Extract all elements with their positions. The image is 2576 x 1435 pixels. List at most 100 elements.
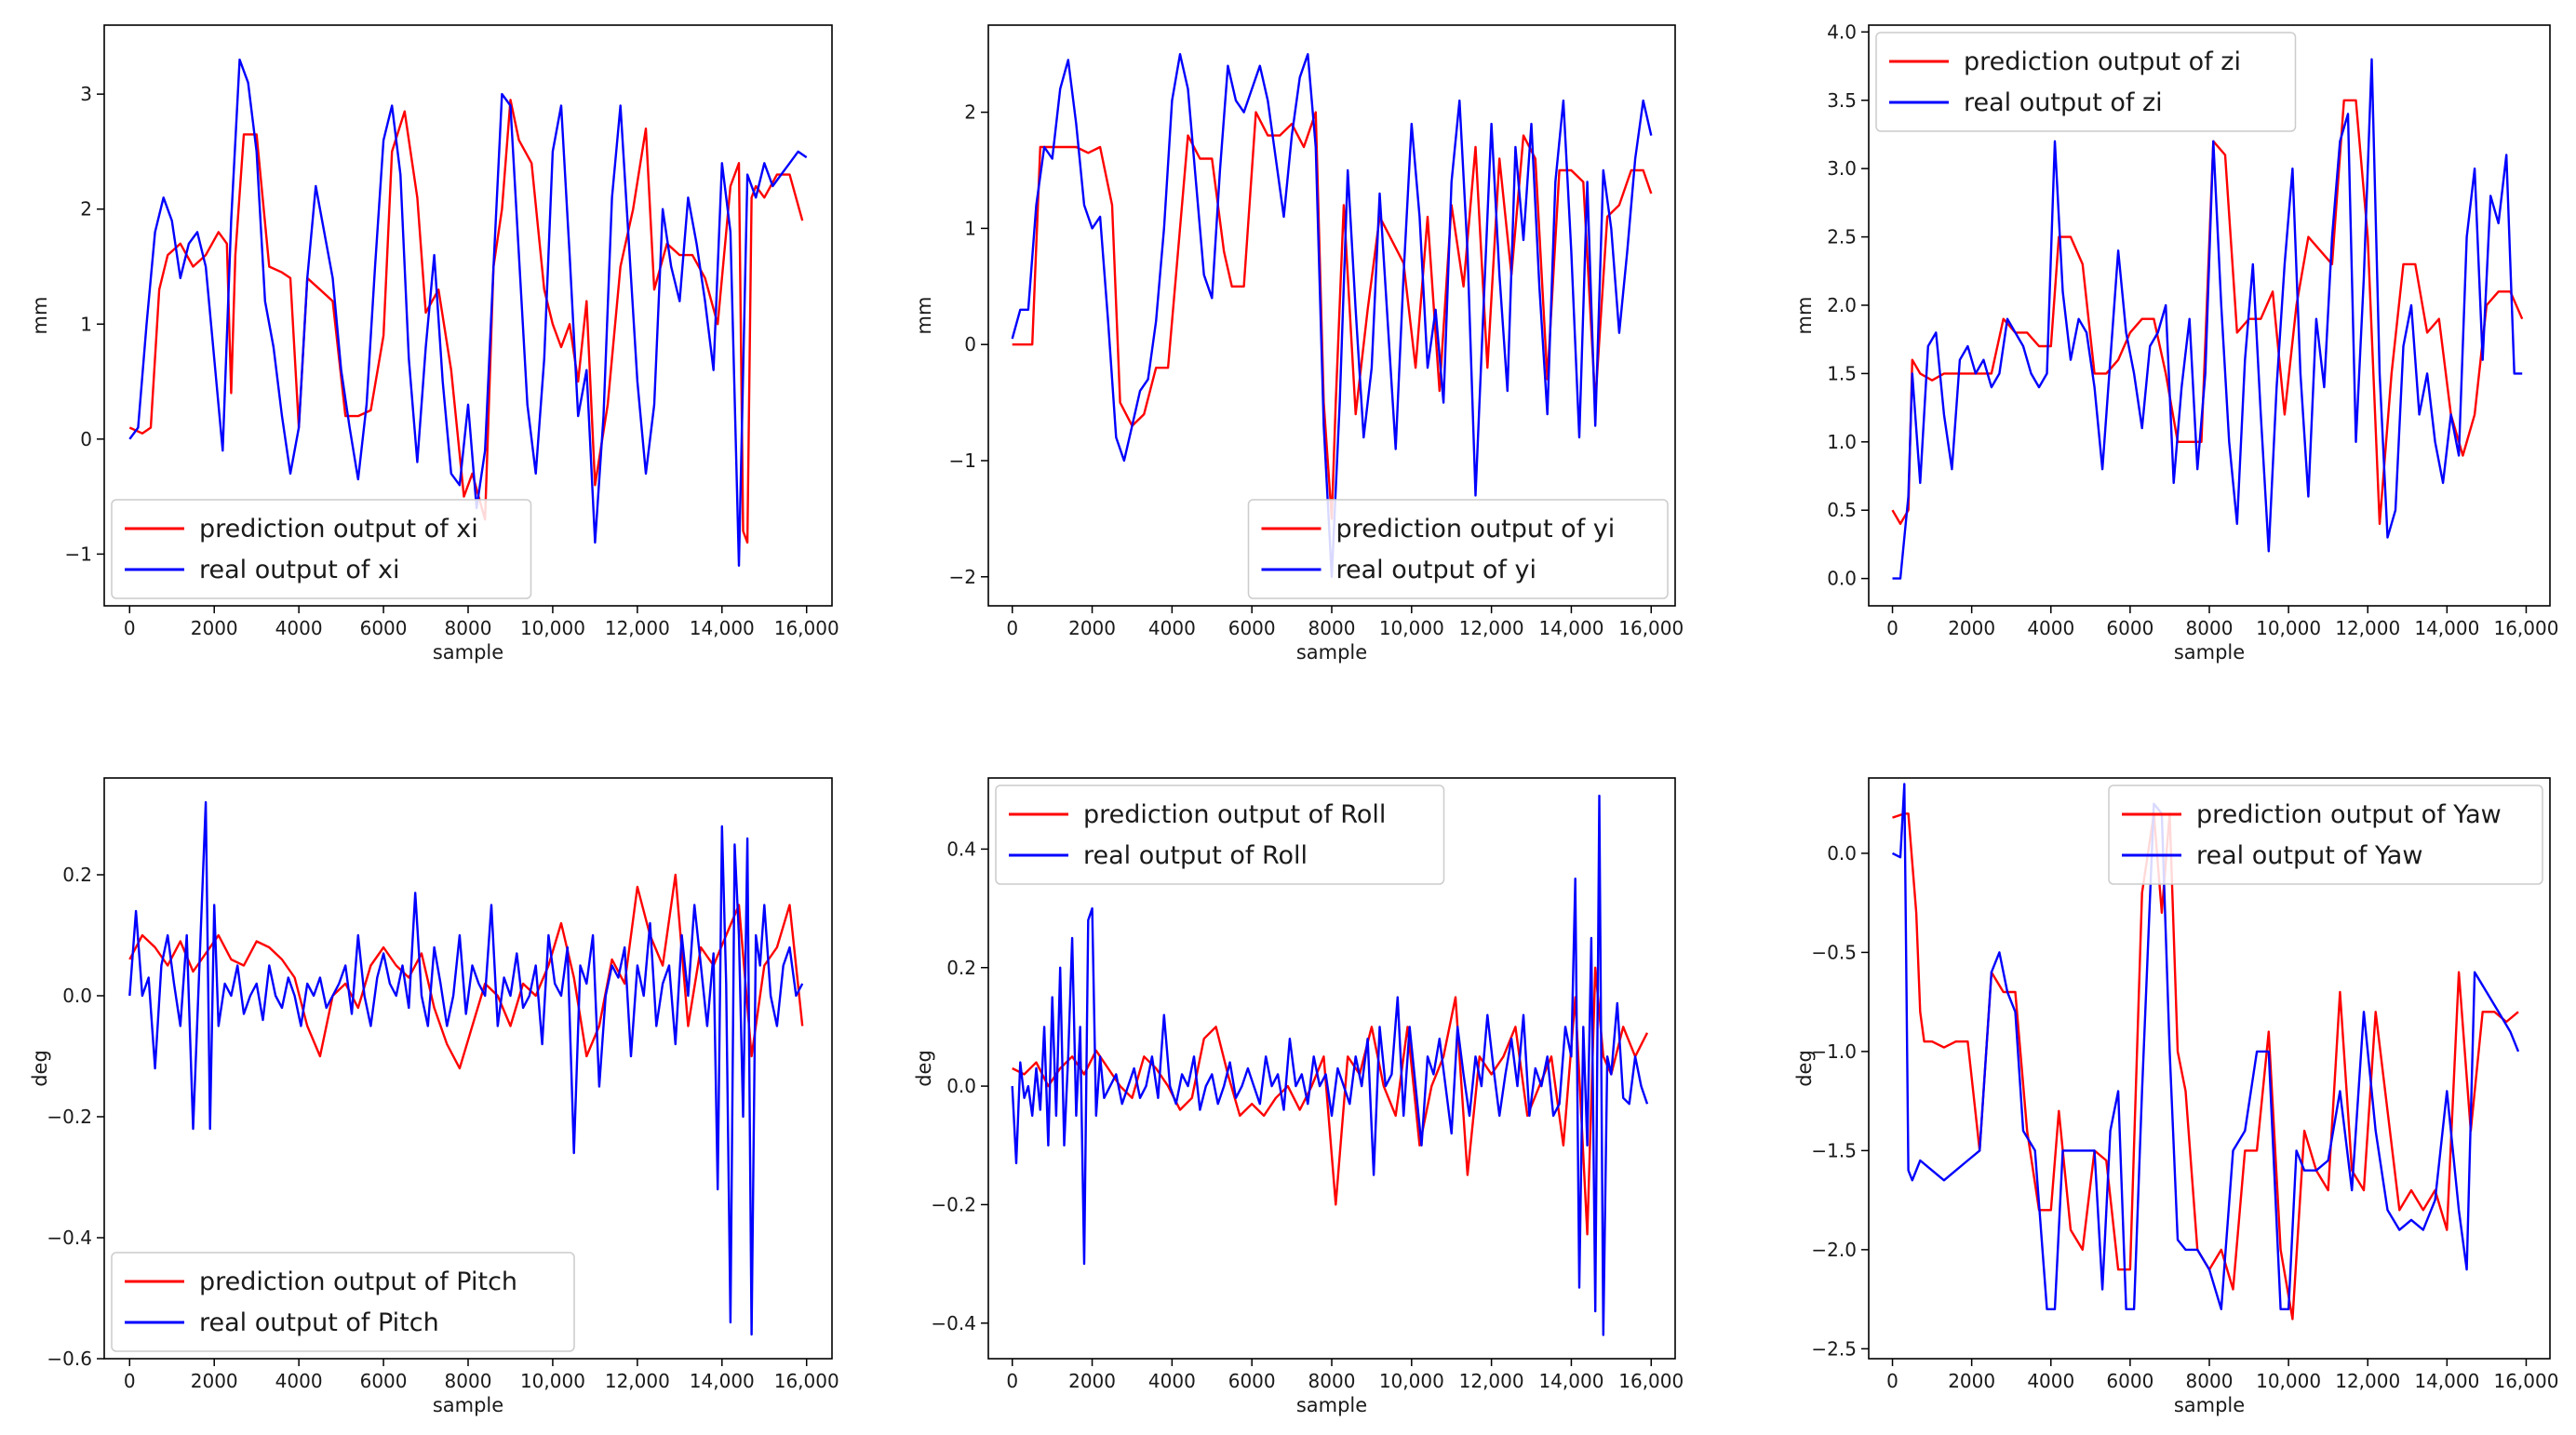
- y-tick-label: −1: [949, 449, 976, 472]
- x-tick-label: 6000: [1228, 617, 1276, 639]
- x-tick-label: 10,000: [2256, 617, 2321, 639]
- prediction-series-line: [1012, 111, 1653, 520]
- x-tick-label: 16,000: [774, 617, 839, 639]
- x-tick-label: 6000: [2106, 1370, 2153, 1392]
- legend: prediction output of Roll real output of …: [995, 785, 1445, 885]
- x-tick-label: 6000: [360, 617, 408, 639]
- x-tick-label: 4000: [1148, 1370, 1196, 1392]
- legend: prediction output of zi real output of zi: [1875, 32, 2297, 132]
- chart-panel-5: 0 2000 4000 6000 8000 10,000 12,000 14,000 16,00…: [913, 777, 1684, 1416]
- y-tick-label: −0.5: [1811, 941, 1857, 963]
- y-axis-label: mm: [913, 297, 935, 335]
- real-series-line: [1011, 794, 1649, 1336]
- legend-label: real output of xi: [199, 556, 399, 584]
- y-tick-label: 4.0: [1827, 20, 1857, 43]
- y-tick-label: 0: [964, 333, 976, 355]
- plot-frame: [987, 777, 1676, 1360]
- x-tick-label: 16,000: [2493, 1370, 2558, 1392]
- y-tick-label: −0.4: [931, 1312, 976, 1334]
- y-tick-label: 2.5: [1827, 226, 1857, 248]
- y-tick-label: 2: [964, 101, 976, 124]
- x-tick-label: 4000: [2027, 1370, 2074, 1392]
- y-tick-label: −0.2: [47, 1106, 92, 1128]
- series-group: [128, 58, 808, 567]
- x-tick-label: 0: [1006, 1370, 1018, 1392]
- legend: prediction output of xi real output of xi: [111, 499, 532, 599]
- x-axis-label: sample: [1296, 1394, 1367, 1416]
- y-tick-label: 2: [80, 198, 92, 221]
- chart-panel-3: 0 2000 4000 6000 8000 10,000 12,000 14,000 16,00…: [1793, 20, 2558, 664]
- x-tick-label: 14,000: [2414, 1370, 2479, 1392]
- y-axis-label: deg: [29, 1050, 51, 1087]
- x-tick-label: 12,000: [1459, 1370, 1524, 1392]
- real-series-line: [128, 800, 804, 1336]
- chart-panel-6: 0 2000 4000 6000 8000 10,000 12,000 14,000 16,00…: [1793, 777, 2558, 1416]
- y-tick-label: 0.0: [62, 985, 92, 1007]
- y-tick-label: 3: [80, 83, 92, 105]
- legend-label: real output of Pitch: [199, 1308, 439, 1337]
- y-tick-label: −2.0: [1811, 1239, 1857, 1261]
- y-tick-label: 0.5: [1827, 499, 1857, 521]
- y-tick-label: −1.5: [1811, 1139, 1857, 1161]
- plot-frame: [103, 777, 833, 1360]
- y-tick-label: 0.2: [946, 957, 976, 979]
- x-tick-label: 16,000: [2493, 617, 2558, 639]
- y-tick-label: 3.5: [1827, 89, 1857, 112]
- y-tick-label: 1: [80, 313, 92, 335]
- y-tick-label: 0.0: [1827, 568, 1857, 590]
- y-tick-label: 1.0: [1827, 431, 1857, 453]
- legend-label: prediction output of zi: [1964, 47, 2241, 76]
- x-tick-label: 10,000: [1379, 617, 1444, 639]
- legend-box: [1875, 32, 2297, 132]
- legend-label: real output of Yaw: [2196, 841, 2422, 870]
- y-tick-label: 0: [80, 428, 92, 450]
- legend-label: real output of zi: [1964, 88, 2163, 117]
- x-tick-label: 4000: [275, 617, 323, 639]
- y-tick-label: −2.5: [1811, 1337, 1857, 1360]
- legend-label: prediction output of xi: [199, 515, 478, 543]
- y-tick-label: 0.4: [946, 838, 976, 860]
- y-tick-label: 0.0: [946, 1075, 976, 1097]
- x-tick-label: 8000: [2186, 1370, 2234, 1392]
- x-tick-label: 2000: [191, 1370, 238, 1392]
- legend-label: prediction output of yi: [1336, 515, 1616, 543]
- legend-box: [2108, 785, 2543, 885]
- legend-box: [111, 1252, 575, 1352]
- x-tick-label: 8000: [445, 1370, 492, 1392]
- prediction-series-line: [1892, 812, 2519, 1321]
- x-tick-label: 8000: [1308, 1370, 1356, 1392]
- legend-label: real output of yi: [1336, 556, 1536, 584]
- x-tick-label: 4000: [275, 1370, 323, 1392]
- x-tick-label: 12,000: [1459, 617, 1524, 639]
- x-tick-label: 14,000: [1538, 1370, 1603, 1392]
- legend-label: real output of Roll: [1083, 841, 1308, 870]
- legend-box: [1247, 499, 1669, 599]
- x-axis-label: sample: [433, 641, 503, 664]
- x-tick-label: 6000: [1228, 1370, 1276, 1392]
- x-tick-label: 12,000: [605, 1370, 670, 1392]
- x-tick-label: 10,000: [520, 1370, 585, 1392]
- plot-frame: [1868, 24, 2551, 607]
- y-tick-label: 0.0: [1827, 842, 1857, 865]
- y-tick-label: −0.4: [47, 1227, 92, 1249]
- y-tick-label: 0.2: [62, 864, 92, 886]
- legend: prediction output of Pitch real output of…: [111, 1252, 575, 1352]
- legend-box: [995, 785, 1445, 885]
- x-axis-label: sample: [2174, 1394, 2245, 1416]
- x-tick-label: 14,000: [2414, 617, 2479, 639]
- series-group: [1011, 794, 1649, 1336]
- x-tick-label: 2000: [1068, 617, 1116, 639]
- series-group: [128, 800, 804, 1336]
- chart-panel-2: 0 2000 4000 6000 8000 10,000 12,000 14,000 16,00…: [913, 24, 1684, 664]
- y-axis-label: deg: [1793, 1050, 1816, 1087]
- legend-label: prediction output of Yaw: [2196, 800, 2502, 829]
- x-axis-label: sample: [1296, 641, 1367, 664]
- y-tick-label: 3.0: [1827, 157, 1857, 180]
- plot-frame: [987, 24, 1676, 607]
- x-tick-label: 0: [124, 617, 136, 639]
- y-tick-label: 1.5: [1827, 362, 1857, 384]
- y-axis-label: mm: [29, 297, 51, 335]
- chart-panel-1: 0 2000 4000 6000 8000 10,000 12,000 14,000 16,00…: [29, 24, 839, 664]
- legend: prediction output of Yaw real output of Y…: [2108, 785, 2543, 885]
- x-tick-label: 10,000: [1379, 1370, 1444, 1392]
